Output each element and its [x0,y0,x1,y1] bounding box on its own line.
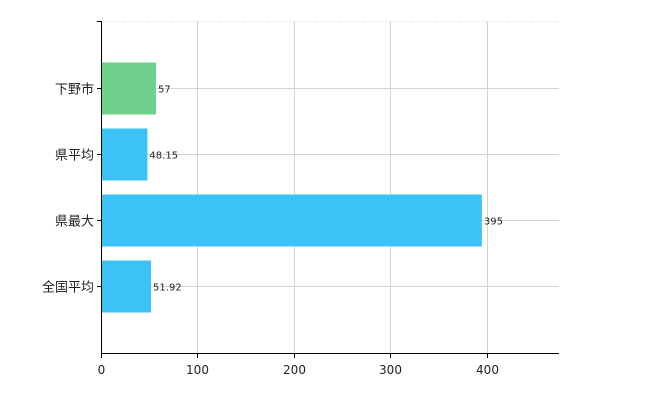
category-label: 全国平均 [42,280,94,296]
bars [102,62,482,313]
category-label: 県平均 [55,149,94,164]
data-label: 51.92 [153,283,182,294]
data-label: 48.15 [149,151,178,162]
data-label: 395 [484,217,503,228]
x-tick-label: 300 [379,363,402,377]
bar [102,128,148,181]
x-tick-label: 100 [186,363,209,377]
category-label: 下野市 [55,82,94,98]
data-label: 57 [158,85,171,96]
x-tick-label: 400 [476,363,499,377]
bar [102,194,482,247]
x-tick-label: 0 [98,363,106,377]
bar [102,62,156,115]
axes [97,21,559,358]
category-label: 県最大 [55,215,94,230]
grid-lines [101,21,559,353]
bar [102,260,152,313]
x-tick-label: 200 [283,363,306,377]
